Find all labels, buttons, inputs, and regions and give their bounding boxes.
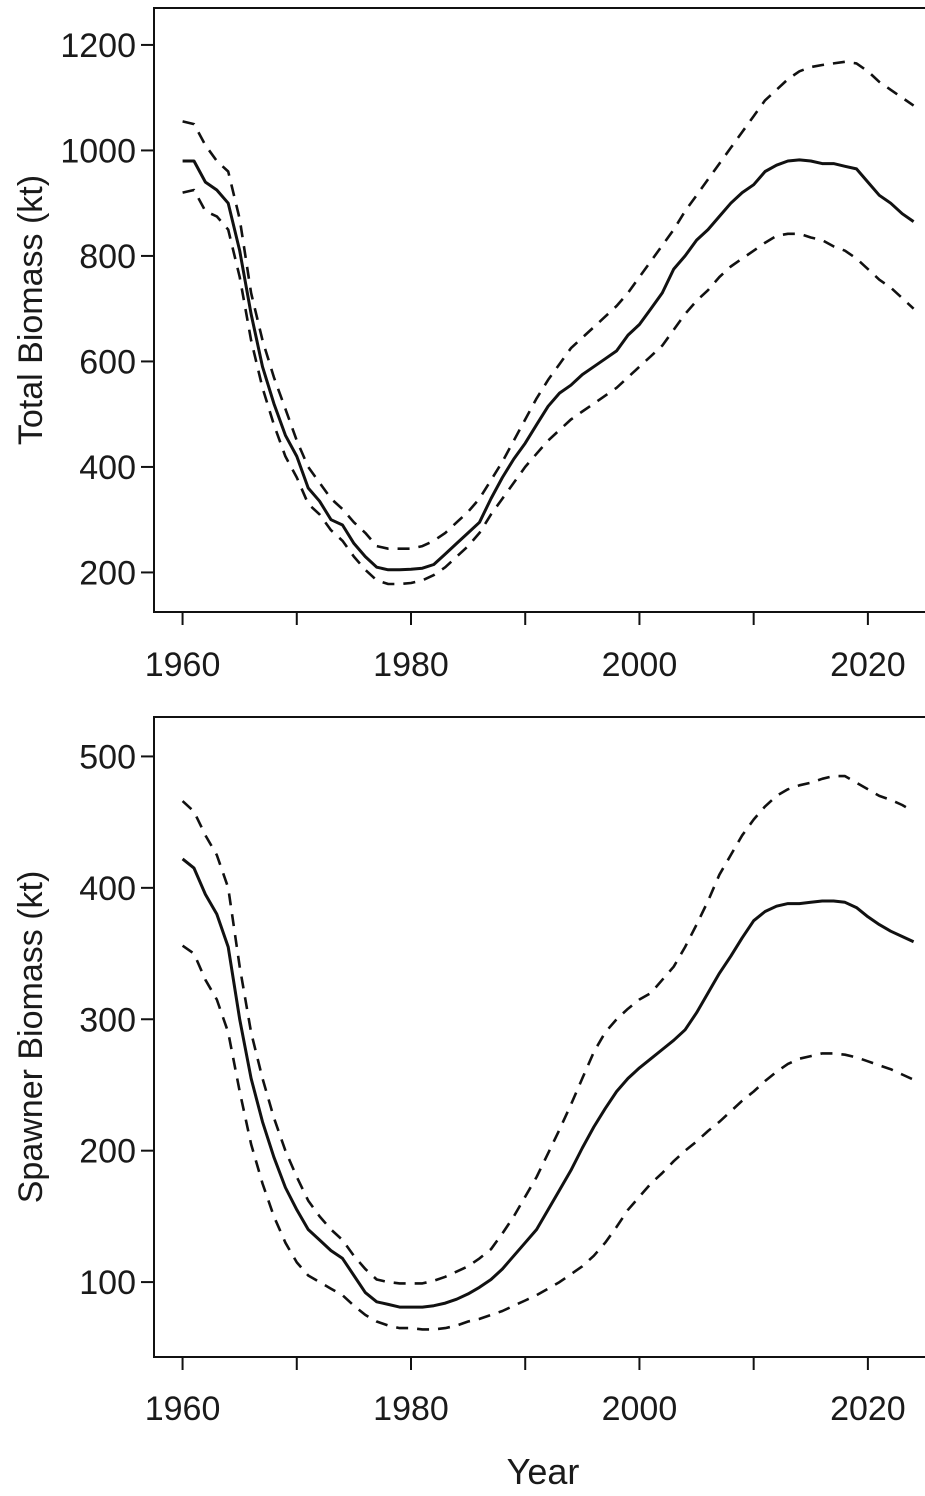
- estimate-series-line: [182, 158, 915, 572]
- y-tick-label: 200: [79, 1133, 136, 1171]
- total-biomass-panel: 200 400 600 800 1000 1200 1960 1980 2000 2020 Tota…: [12, 7, 925, 684]
- x-tick-label: 1960: [145, 646, 221, 684]
- y-axis-label: Total Biomass (kt): [12, 175, 50, 445]
- y-tick-label: 200: [79, 554, 136, 592]
- lower-bound-series-line: [182, 188, 915, 586]
- y-tick-label: 400: [79, 870, 136, 908]
- x-tick-label: 2020: [830, 646, 906, 684]
- y-tick-label: 500: [79, 738, 136, 776]
- x-tick-label: 2020: [830, 1390, 906, 1428]
- x-tick-label: 2000: [602, 646, 678, 684]
- x-tick-label: 2000: [602, 1390, 678, 1428]
- y-axis-label: Spawner Biomass (kt): [12, 871, 50, 1204]
- estimate-series-line: [181, 857, 915, 1309]
- y-tick-label: 1000: [60, 132, 136, 170]
- upper-bound-series-line: [181, 774, 915, 1285]
- y-tick-label: 800: [79, 238, 136, 276]
- y-tick-label: 1200: [60, 27, 136, 65]
- upper-bound-series-line: [182, 60, 915, 551]
- y-tick-label: 400: [79, 449, 136, 487]
- x-tick-label: 1980: [373, 1390, 449, 1428]
- plot-frame: [153, 716, 925, 1358]
- lower-bound-series-line: [181, 944, 915, 1331]
- x-axis-label: Year: [507, 1451, 580, 1492]
- spawner-biomass-panel: 100 200 300 400 500 1960 1980 2000 2020 Spawner B…: [12, 716, 925, 1428]
- x-tick-label: 1960: [145, 1390, 221, 1428]
- y-tick-label: 300: [79, 1001, 136, 1039]
- plot-frame: [153, 7, 925, 613]
- x-tick-label: 1980: [373, 646, 449, 684]
- y-tick-label: 600: [79, 343, 136, 381]
- y-tick-label: 100: [79, 1264, 136, 1302]
